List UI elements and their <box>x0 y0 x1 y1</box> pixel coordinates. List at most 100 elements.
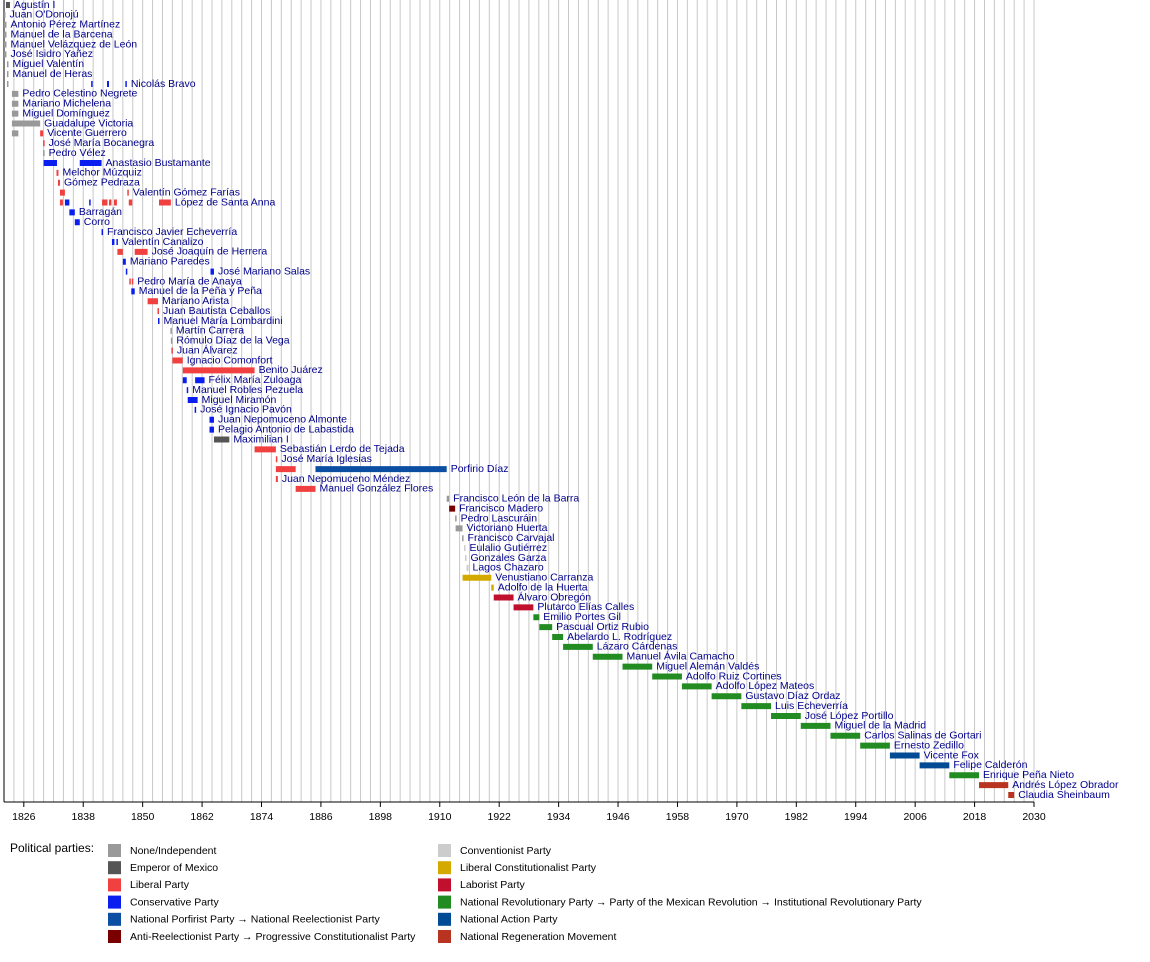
term-bar <box>539 624 553 631</box>
term-bar <box>949 772 980 779</box>
term-bar <box>11 130 19 137</box>
president-label: Abelardo L. Rodríguez <box>567 631 672 643</box>
term-bar <box>108 199 112 206</box>
term-bar <box>186 387 189 394</box>
president-label: Félix María Zuloaga <box>209 374 302 386</box>
president-label: Gustavo Díaz Ordaz <box>745 690 840 702</box>
president-label: José María Iglesias <box>281 453 371 465</box>
president-label: Luis Echeverría <box>775 700 848 712</box>
president-label: Mariano Arista <box>162 295 229 307</box>
president-label: Rómulo Díaz de la Vega <box>176 335 289 347</box>
x-tick-label: 1838 <box>72 811 96 823</box>
term-bar <box>69 209 75 216</box>
legend-swatch <box>438 895 451 909</box>
term-bar <box>11 120 41 127</box>
term-bar <box>652 673 682 680</box>
x-tick-label: 1946 <box>606 811 630 823</box>
term-bar <box>43 150 45 157</box>
president-label: José Isidro Yañez <box>10 48 93 60</box>
term-bar <box>889 752 920 759</box>
president-label: Felipe Calderón <box>953 759 1027 771</box>
president-label: Enrique Peña Nieto <box>983 769 1074 781</box>
term-bar <box>4 21 7 28</box>
term-bar <box>455 525 463 532</box>
term-bar <box>111 239 115 245</box>
president-label: Maximilian I <box>233 433 288 445</box>
term-bar <box>182 367 255 374</box>
term-bar <box>129 278 131 285</box>
term-bar <box>6 81 9 87</box>
legend-label: Emperor of Mexico <box>130 862 218 874</box>
term-bar <box>107 81 109 87</box>
president-label: Plutarco Elías Calles <box>537 601 634 613</box>
term-bar <box>43 140 45 147</box>
president-label: Francisco Madero <box>459 502 543 514</box>
president-label: Adolfo López Mateos <box>716 680 815 692</box>
president-label: Pedro Celestino Negrete <box>22 88 137 100</box>
term-bar <box>462 535 464 542</box>
president-label: Manuel de la Barcena <box>10 28 112 40</box>
legend-label: Conservative Party <box>130 896 219 908</box>
term-bar <box>741 703 772 710</box>
legend-swatch <box>438 930 451 943</box>
term-bar <box>213 436 230 443</box>
term-bar <box>275 456 278 463</box>
x-tick-label: 1850 <box>131 811 155 823</box>
president-label: Adolfo de la Huerta <box>498 581 588 593</box>
president-label: José López Portillo <box>805 710 894 722</box>
term-bar <box>57 179 60 186</box>
president-label: Claudia Sheinbaum <box>1018 789 1110 801</box>
president-label: Juan Nepomuceno Méndez <box>282 473 410 485</box>
president-label: Vicente Guerrero <box>47 127 127 139</box>
president-label: Pascual Ortiz Rubio <box>556 621 649 633</box>
president-label: Barragán <box>79 206 122 218</box>
term-bar <box>275 476 278 482</box>
term-bar <box>122 258 126 265</box>
term-bar <box>172 357 183 364</box>
term-bar <box>117 248 123 255</box>
president-label: José María Bocanegra <box>49 137 155 149</box>
term-bar <box>449 505 456 512</box>
term-bar <box>59 199 63 206</box>
legend-label: Anti-Reelectionist Party → Progressive C… <box>130 931 416 943</box>
legend-label: National Revolutionary Party → Party of … <box>460 896 922 908</box>
x-tick-label: 2030 <box>1022 811 1046 823</box>
x-tick-label: 1874 <box>250 811 274 823</box>
x-tick-label: 1886 <box>309 811 333 823</box>
president-label: Victoriano Huerta <box>467 522 548 534</box>
term-bar <box>171 347 173 354</box>
term-bar <box>125 81 127 87</box>
x-tick-label: 2006 <box>903 811 927 823</box>
term-bar <box>315 466 447 473</box>
president-label: Miguel Alemán Valdés <box>656 660 759 672</box>
president-label: Agustín I <box>14 0 55 11</box>
x-tick-label: 1826 <box>12 811 36 823</box>
x-tick-label: 1982 <box>785 811 809 823</box>
term-bar <box>5 2 10 8</box>
president-label: Pedro María de Anaya <box>137 275 242 287</box>
term-bar <box>157 308 160 315</box>
term-bar <box>56 169 59 176</box>
president-label: Porfirio Díaz <box>451 463 509 475</box>
president-label: Pedro Vélez <box>49 147 106 159</box>
president-label: Miguel de la Madrid <box>834 720 926 732</box>
president-label: Manuel de la Peña y Peña <box>139 285 262 297</box>
legend-label: National Regeneration Movement <box>460 931 617 943</box>
president-label: Manuel González Flores <box>319 483 433 495</box>
term-bar <box>455 515 457 522</box>
legend-label: Liberal Constitutionalist Party <box>460 862 597 874</box>
term-bar <box>493 594 514 601</box>
president-label: Valentín Gómez Farías <box>133 186 240 198</box>
term-bar <box>4 51 7 58</box>
term-bar <box>209 426 214 433</box>
term-bar <box>187 397 198 403</box>
term-bar <box>102 199 108 206</box>
president-label: Andrés López Obrador <box>1012 779 1119 791</box>
term-bar <box>158 318 160 324</box>
legend-swatch <box>108 895 121 909</box>
term-bar <box>4 41 7 48</box>
term-bar <box>128 199 133 206</box>
term-bar <box>170 327 172 334</box>
president-label: Francisco Javier Echeverría <box>107 226 237 238</box>
